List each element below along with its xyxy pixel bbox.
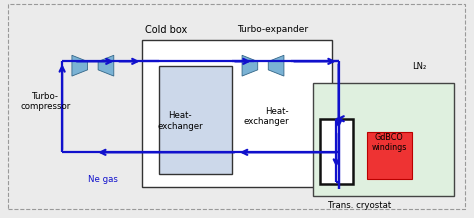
Text: LN₂: LN₂ (412, 62, 426, 71)
Text: Ne gas: Ne gas (88, 175, 118, 184)
Polygon shape (242, 55, 258, 76)
Text: GdBCO
windings: GdBCO windings (372, 133, 407, 152)
Text: Trans. cryostat: Trans. cryostat (328, 201, 392, 210)
Bar (319, 119, 353, 184)
Text: Turbo-
compressor: Turbo- compressor (20, 92, 71, 111)
Text: Turbo-expander: Turbo-expander (237, 26, 308, 34)
Bar (143, 40, 331, 187)
Bar (313, 83, 455, 196)
Polygon shape (72, 55, 88, 76)
Text: Cold box: Cold box (145, 25, 187, 35)
Polygon shape (268, 55, 284, 76)
Polygon shape (98, 55, 114, 76)
Text: Heat-
exchanger: Heat- exchanger (157, 111, 203, 131)
Bar (367, 132, 412, 179)
Bar (159, 66, 232, 174)
Text: Heat-
exchanger: Heat- exchanger (243, 107, 289, 126)
